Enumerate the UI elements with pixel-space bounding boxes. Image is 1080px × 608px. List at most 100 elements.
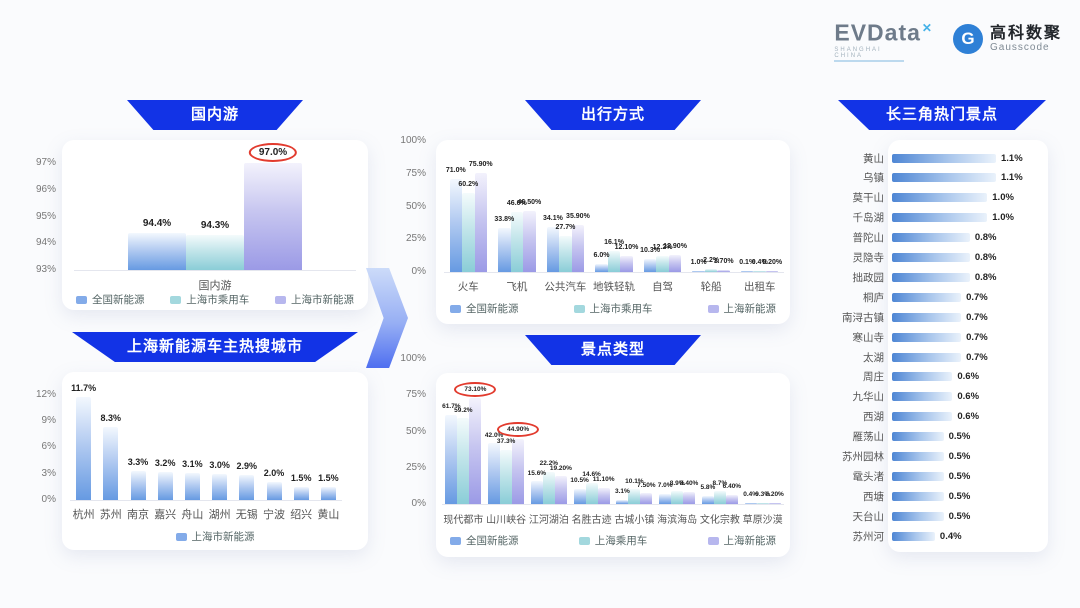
attraction-bar <box>892 412 953 422</box>
bar-value-label: 71.0% <box>445 166 466 174</box>
category-label: 出租车 <box>743 281 776 293</box>
category-label: 苏州 <box>99 509 122 521</box>
axis-baseline <box>70 500 342 501</box>
hot-spot-row: 拙政园 0.8% <box>832 267 1046 287</box>
bar <box>768 502 781 504</box>
bar-value-label: 3.3% <box>127 457 149 468</box>
attraction-bar <box>892 372 953 382</box>
hot-spot-row: 寒山寺 0.7% <box>832 327 1046 347</box>
legend-swatch-icon <box>450 304 461 313</box>
bar-value-label: 0.20% <box>762 258 783 266</box>
legend-swatch-icon <box>76 295 87 304</box>
evdata-wordmark: EVData✕ <box>834 16 933 45</box>
attraction-label: 鼋头渚 <box>852 470 885 483</box>
bar-value-label: 8.3% <box>100 413 122 424</box>
y-axis-tick: 94% <box>35 237 56 249</box>
category-label: 文化宗教 <box>699 515 740 526</box>
attraction-label: 千岛湖 <box>852 212 885 225</box>
y-axis-tick: 50% <box>405 200 426 212</box>
bar-value-label: 0.20% <box>765 491 784 498</box>
bar-value-label: 42.0% <box>484 431 504 439</box>
bar <box>571 224 585 272</box>
hot-spot-row: 周庄 0.6% <box>832 367 1046 387</box>
banner-hot-cities: 上海新能源车主热搜城市 <box>72 332 358 362</box>
bar-value-label: 1.5% <box>290 472 312 483</box>
legend: 全国新能源 上海乘用车 上海新能源 <box>450 533 776 548</box>
legend-label: 全国新能源 <box>466 303 519 315</box>
bar-value-label: 46.50% <box>517 199 542 207</box>
bar <box>76 397 92 500</box>
legend-swatch-icon <box>707 304 719 313</box>
y-axis-tick: 100% <box>400 353 426 364</box>
bar <box>765 270 779 272</box>
bar-value-label: 6.0% <box>593 252 610 260</box>
category-label: 杭州 <box>72 509 95 521</box>
bar-value-label: 2.2% <box>703 257 720 265</box>
bar-value-label: 16.1% <box>604 238 624 246</box>
legend-swatch-icon <box>450 536 461 545</box>
bar-value-label: 10.3% <box>640 246 660 254</box>
bar <box>585 482 598 504</box>
y-axis-tick: 0% <box>411 266 426 277</box>
gausscode-g-icon: G <box>952 23 983 54</box>
bar <box>449 178 463 272</box>
legend-item: 上海新能源 <box>707 533 776 548</box>
y-axis-tick: 6% <box>41 441 56 453</box>
attraction-bar <box>892 253 970 262</box>
legend-label: 上海市乘用车 <box>186 294 250 306</box>
attraction-value-label: 0.8% <box>974 232 997 244</box>
bar <box>753 270 766 272</box>
attraction-value-label: 0.7% <box>966 291 988 303</box>
attraction-bar <box>892 452 944 461</box>
bar-value-label: 12.10% <box>614 244 639 252</box>
bar-value-label: 94.3% <box>200 220 230 232</box>
bar-value-label: 10.1% <box>625 477 644 485</box>
bar-value-label: 2.9% <box>236 460 258 471</box>
bar <box>668 255 682 272</box>
banner-hot-spots: 长三角热门景点 <box>838 100 1046 130</box>
y-axis-tick: 50% <box>405 425 426 437</box>
bar <box>573 488 586 504</box>
bar <box>469 398 482 504</box>
bar <box>320 486 336 500</box>
bar <box>445 414 458 504</box>
bar <box>740 270 754 272</box>
category-label: 自驾 <box>652 281 674 293</box>
attraction-label: 寒山寺 <box>852 331 885 344</box>
y-axis-tick: 100% <box>400 135 426 146</box>
bar <box>717 269 730 272</box>
bar <box>212 473 228 500</box>
category-label: 黄山 <box>317 509 340 521</box>
axis-baseline <box>74 270 356 271</box>
attraction-bar <box>892 233 970 243</box>
attraction-label: 灵隐寺 <box>852 252 885 264</box>
bar <box>498 227 511 272</box>
bar-value-label: 0.1% <box>739 258 756 266</box>
attraction-bar <box>892 511 944 521</box>
bar <box>597 487 610 504</box>
legend-swatch-icon <box>573 304 585 313</box>
hot-spot-row: 天台山 0.5% <box>832 506 1046 526</box>
legend-label: 上海新能源 <box>723 303 777 315</box>
bar <box>756 502 769 504</box>
bar <box>103 427 119 500</box>
bar-value-label: 7.0% <box>657 482 673 490</box>
bar-value-label: 15.6% <box>527 469 547 477</box>
bar-value-label: 11.10% <box>592 476 615 484</box>
attraction-bar <box>892 193 988 203</box>
attraction-label: 天台山 <box>852 510 885 523</box>
category-label: 湖州 <box>208 509 231 521</box>
legend-swatch-icon <box>170 295 182 304</box>
bar-value-label: 0.4% <box>743 491 759 498</box>
bar-value-label: 5.8% <box>700 484 716 492</box>
y-axis-tick: 9% <box>41 415 56 427</box>
hot-spot-row: 灵隐寺 0.8% <box>832 248 1046 268</box>
bar-value-label: 10.5% <box>570 477 589 485</box>
legend-item: 全国新能源 <box>450 533 519 548</box>
bar-value-label: 19.20% <box>549 464 572 472</box>
y-axis-tick: 96% <box>35 183 56 195</box>
bar-value-label-circled: 97.0% <box>248 143 298 162</box>
bar-value-label: 0.4% <box>751 258 768 266</box>
bar-value-label: 34.1% <box>542 215 563 223</box>
legend-item: 上海乘用车 <box>578 533 647 548</box>
